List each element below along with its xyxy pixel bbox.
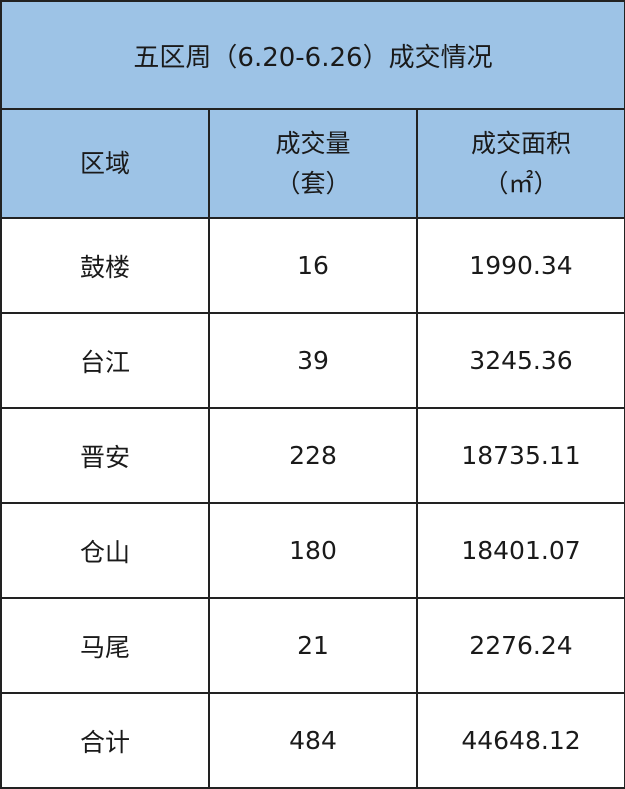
header-district: 区域 [0,108,210,219]
district-cell: 晋安 [0,407,210,504]
header-volume: 成交量 （套） [208,108,418,219]
district-cell: 合计 [0,692,210,789]
table-row: 鼓楼 16 1990.34 [0,217,625,314]
area-cell: 1990.34 [416,217,625,314]
header-unit: （套） [275,168,351,198]
table-row: 仓山 180 18401.07 [0,502,625,599]
header-area: 成交面积 （㎡） [416,108,625,219]
district-cell: 仓山 [0,502,210,599]
title-row: 五区周（6.20-6.26）成交情况 [0,0,625,110]
volume-cell: 21 [208,597,418,694]
table-row: 马尾 21 2276.24 [0,597,625,694]
volume-cell: 39 [208,312,418,409]
volume-cell: 228 [208,407,418,504]
district-cell: 鼓楼 [0,217,210,314]
header-label: 区域 [79,148,130,178]
area-cell: 44648.12 [416,692,625,789]
volume-cell: 484 [208,692,418,789]
table-row: 晋安 228 18735.11 [0,407,625,504]
district-cell: 台江 [0,312,210,409]
header-row: 区域 成交量 （套） 成交面积 （㎡） [0,108,625,219]
table-row: 台江 39 3245.36 [0,312,625,409]
header-unit: （㎡） [483,168,559,198]
header-label: 成交量 [275,128,351,158]
header-label: 成交面积 [470,128,571,158]
table-row: 合计 484 44648.12 [0,692,625,789]
volume-cell: 180 [208,502,418,599]
table-title: 五区周（6.20-6.26）成交情况 [0,0,625,110]
area-cell: 18735.11 [416,407,625,504]
area-cell: 2276.24 [416,597,625,694]
volume-cell: 16 [208,217,418,314]
area-cell: 18401.07 [416,502,625,599]
district-cell: 马尾 [0,597,210,694]
area-cell: 3245.36 [416,312,625,409]
